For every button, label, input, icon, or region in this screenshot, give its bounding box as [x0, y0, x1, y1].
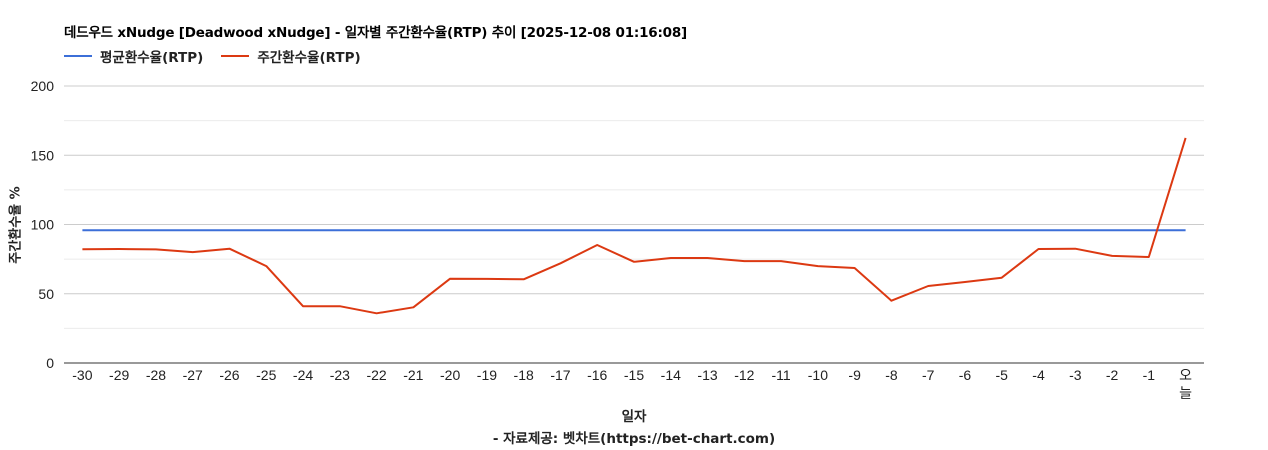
y-tick-label: 200 — [31, 78, 55, 94]
data-source-credit: - 자료제공: 벳차트(https://bet-chart.com) — [492, 431, 776, 447]
chart-legend: 평균환수율(RTP) 주간환수율(RTP) — [64, 46, 379, 66]
x-tick-label: -21 — [403, 367, 423, 383]
x-tick-label: -10 — [808, 367, 828, 383]
legend-item-average-rtp[interactable]: 평균환수율(RTP) — [64, 46, 203, 66]
x-tick-label: -3 — [1069, 367, 1082, 383]
x-tick-label: -23 — [330, 367, 350, 383]
legend-label: 주간환수율(RTP) — [257, 50, 361, 66]
x-tick-label: -30 — [72, 367, 92, 383]
x-tick-label: 늘 — [1179, 385, 1192, 401]
x-axis-label: 일자 — [621, 409, 647, 425]
x-tick-label: -5 — [996, 367, 1009, 383]
legend-label: 평균환수율(RTP) — [100, 50, 204, 66]
x-tick-label: -1 — [1143, 367, 1156, 383]
x-tick-label: -12 — [734, 367, 754, 383]
y-tick-label: 50 — [38, 286, 54, 302]
x-tick-label: -25 — [256, 367, 276, 383]
x-tick-label: -18 — [514, 367, 534, 383]
x-tick-label: -19 — [477, 367, 497, 383]
x-tick-label: -2 — [1106, 367, 1119, 383]
x-tick-label: -9 — [848, 367, 861, 383]
y-tick-label: 0 — [46, 355, 54, 371]
x-tick-label: -14 — [661, 367, 681, 383]
x-tick-label: -27 — [183, 367, 203, 383]
x-tick-label: -16 — [587, 367, 607, 383]
y-tick-label: 100 — [31, 217, 55, 233]
x-tick-label: -13 — [697, 367, 717, 383]
x-tick-label: -4 — [1032, 367, 1045, 383]
x-tick-label: -26 — [219, 367, 239, 383]
weekly-rtp-line — [82, 137, 1187, 315]
legend-swatch-red-icon — [221, 55, 250, 57]
x-tick-label: -22 — [366, 367, 386, 383]
legend-swatch-blue-icon — [64, 55, 92, 57]
y-tick-label: 150 — [31, 147, 55, 163]
x-tick-label: -28 — [146, 367, 166, 383]
x-tick-label: 오 — [1179, 367, 1192, 383]
x-tick-label: -15 — [624, 367, 644, 383]
x-tick-label: -17 — [550, 367, 570, 383]
x-tick-label: -11 — [771, 367, 790, 383]
legend-item-weekly-rtp[interactable]: 주간환수율(RTP) — [221, 46, 361, 66]
chart-title: 데드우드 xNudge [Deadwood xNudge] - 일자별 주간환수… — [64, 25, 688, 41]
x-tick-label: -6 — [959, 367, 972, 383]
x-tick-label: -20 — [440, 367, 460, 383]
x-tick-label: -24 — [293, 367, 313, 383]
x-tick-label: -7 — [922, 367, 935, 383]
x-tick-label: -8 — [885, 367, 898, 383]
x-tick-label: -29 — [109, 367, 129, 383]
